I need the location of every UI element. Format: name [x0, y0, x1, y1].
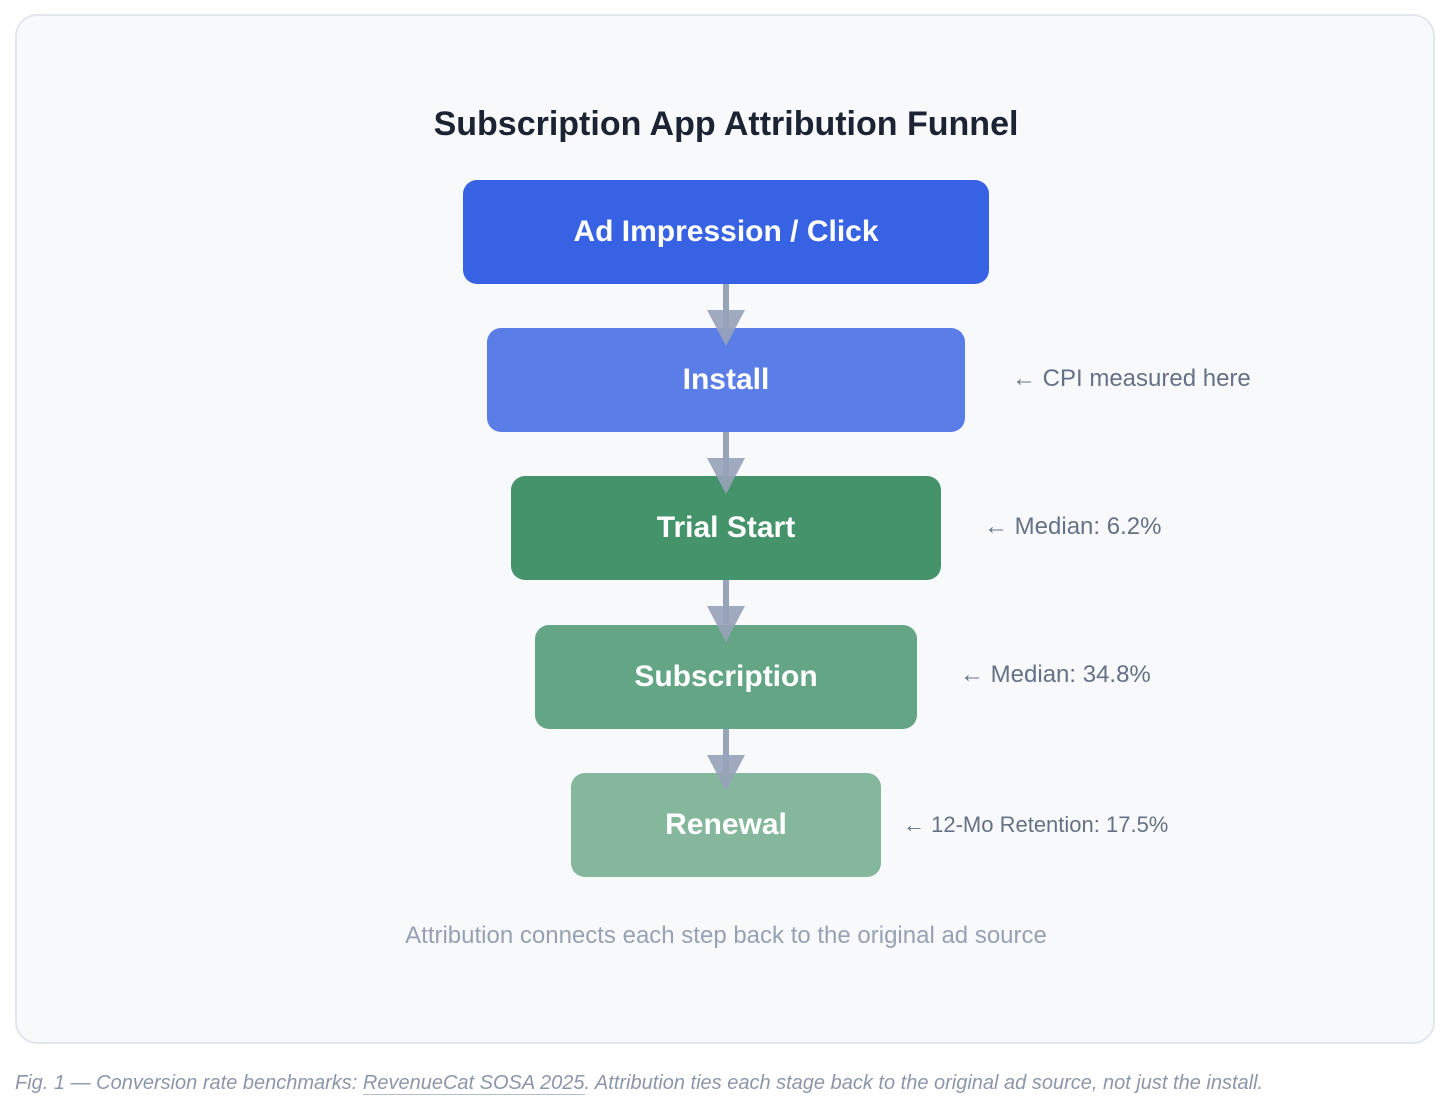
annotation-subscription: ← Median: 34.8% — [960, 661, 1151, 688]
arrow-trial-start-icon — [707, 432, 745, 494]
stage-label: Install — [682, 363, 770, 396]
source-link[interactable]: RevenueCat SOSA 2025 — [362, 1072, 585, 1095]
annotation-renewal: ← 12-Mo Retention: 17.5% — [903, 812, 1169, 837]
stage-label: Ad Impression / Click — [573, 215, 879, 248]
stage-label: Renewal — [665, 808, 787, 841]
arrow-install-icon — [707, 284, 745, 346]
diagram-footnote: Attribution connects each step back to t… — [405, 922, 1047, 949]
stage-subscription: Subscription — [535, 625, 917, 729]
stage-ad-impression: Ad Impression / Click — [463, 180, 989, 284]
stage-label: Trial Start — [656, 511, 796, 544]
caption-suffix: . Attribution ties each stage back to th… — [584, 1072, 1264, 1094]
diagram-title: Subscription App Attribution Funnel — [433, 105, 1019, 143]
caption-prefix: Fig. 1 — Conversion rate benchmarks: — [15, 1072, 363, 1094]
annotation-install: ← CPI measured here — [1012, 365, 1251, 392]
figure-caption: Fig. 1 — Conversion rate benchmarks: Rev… — [15, 1069, 1263, 1097]
annotation-trial-start: ← Median: 6.2% — [984, 513, 1162, 540]
arrow-renewal-icon — [707, 729, 745, 791]
arrow-subscription-icon — [707, 580, 745, 642]
stage-label: Subscription — [634, 660, 818, 693]
